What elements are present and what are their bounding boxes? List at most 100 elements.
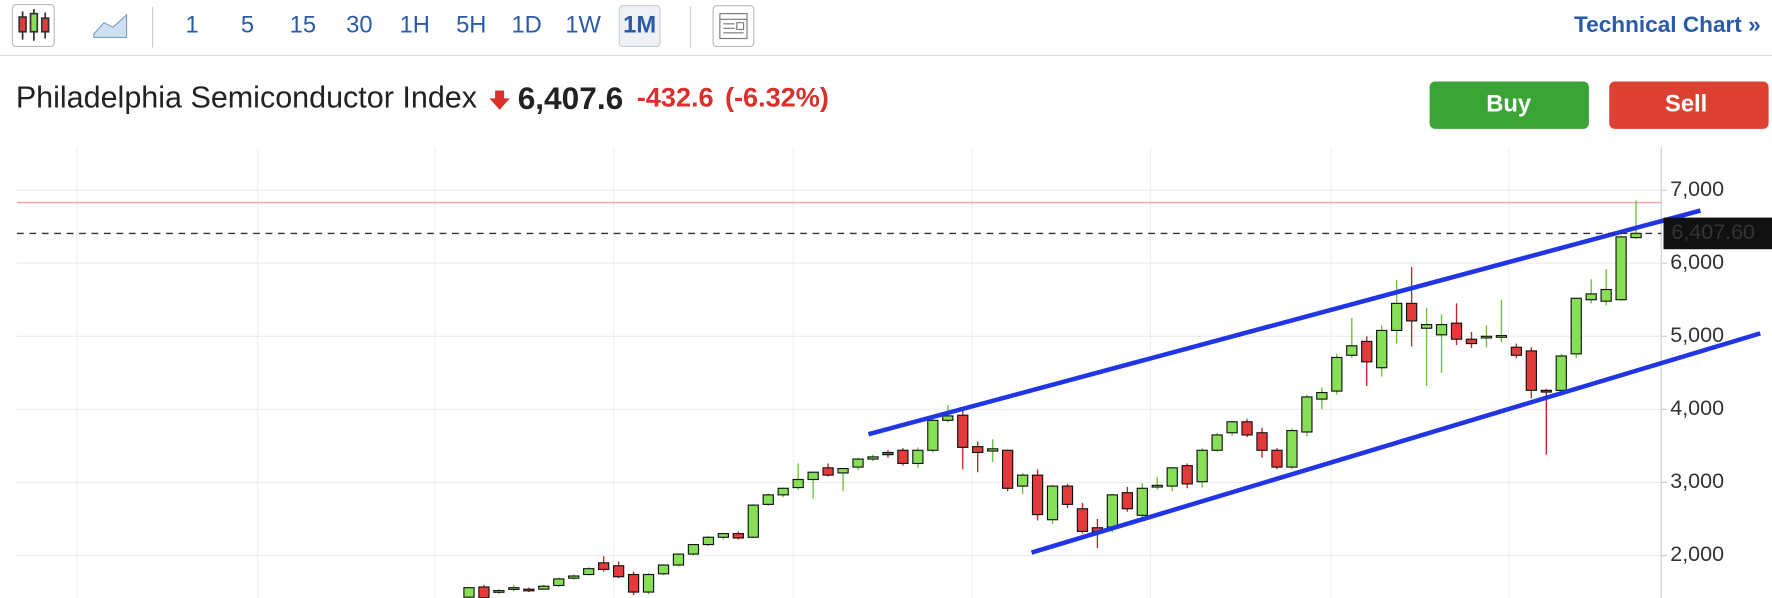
candle-body <box>1510 346 1523 356</box>
candle-body <box>612 565 625 578</box>
candle-body <box>672 553 685 566</box>
trend-line <box>1030 331 1761 555</box>
candle-body <box>1331 356 1343 392</box>
candle-body <box>777 487 789 496</box>
last-price-box <box>1663 217 1772 250</box>
candle-body <box>1136 487 1148 516</box>
interval-button[interactable]: 1M <box>623 12 656 38</box>
interval-button[interactable]: 1H <box>400 12 430 38</box>
candle-body <box>1061 485 1074 505</box>
y-tick-label: 5,000 <box>1670 323 1724 347</box>
sell-button[interactable] <box>1609 81 1769 129</box>
candle-body <box>627 573 640 593</box>
candle-body <box>1076 508 1089 532</box>
candle-body <box>538 585 550 590</box>
candle-body <box>927 419 939 451</box>
chart-type-area[interactable] <box>93 13 128 38</box>
interval-button[interactable]: 5H <box>456 12 486 38</box>
candle-body <box>1450 322 1463 340</box>
plot: 2,000 3,000 4,000 5,000 6,000 7,000 6,407.60 <box>16 177 1772 598</box>
price-change: -432.6 <box>637 82 714 113</box>
candle-body <box>1046 485 1059 521</box>
interval-button[interactable]: 5 <box>241 12 254 38</box>
candle-body <box>478 586 490 598</box>
candle-body <box>1570 297 1582 355</box>
candle-body <box>657 564 670 575</box>
candle-body <box>1585 293 1597 301</box>
candle-body <box>852 458 864 468</box>
trend-line <box>867 208 1701 437</box>
candle-body <box>1376 329 1388 369</box>
interval-button[interactable]: 1D <box>511 12 541 38</box>
candle-body <box>747 504 759 538</box>
candle-body <box>523 588 535 592</box>
candle-body <box>493 590 505 593</box>
interval-button[interactable]: 30 <box>346 12 372 38</box>
interval-button[interactable]: 1 <box>186 12 199 38</box>
candle-body <box>1226 421 1238 434</box>
candle-body <box>762 494 774 505</box>
candle-body <box>1211 434 1223 451</box>
candle-body <box>1555 355 1567 391</box>
candle-body <box>1196 449 1208 483</box>
candle-body <box>867 456 879 460</box>
candle-body <box>987 448 999 452</box>
candle-body <box>687 543 700 555</box>
candle-body <box>972 446 984 454</box>
candle-body <box>1286 429 1298 468</box>
candle-body <box>822 467 834 476</box>
candle-body <box>1031 474 1044 516</box>
candle-body <box>1001 449 1014 489</box>
instrument-name: Philadelphia Semiconductor Index <box>16 81 477 115</box>
technical-chart-link[interactable]: Technical Chart » <box>1574 12 1761 37</box>
candle-body <box>598 562 610 570</box>
y-tick-label: 3,000 <box>1670 469 1724 493</box>
candle-body <box>1301 396 1313 433</box>
candle-body <box>837 467 849 474</box>
candle-body <box>1256 432 1268 451</box>
candle-body <box>1241 421 1253 436</box>
candle-body <box>1271 449 1283 468</box>
candle-body <box>912 449 924 465</box>
candle-body <box>1495 334 1508 338</box>
candle-body <box>1106 494 1119 528</box>
candle-body <box>1405 302 1418 322</box>
candle-body <box>1480 335 1493 339</box>
active-interval-bg <box>618 5 661 47</box>
candle-body <box>882 451 894 456</box>
interval-button[interactable]: 15 <box>290 12 316 38</box>
candle-body <box>1016 474 1029 487</box>
candle-body <box>807 471 819 481</box>
candle-body <box>463 587 475 598</box>
candle-body <box>1420 324 1433 329</box>
candle-body <box>1361 340 1373 363</box>
candle-body <box>1465 338 1478 345</box>
candle-body <box>1166 467 1178 487</box>
candle-body <box>1121 492 1133 510</box>
y-tick-label: 6,000 <box>1670 250 1724 274</box>
candle-body <box>717 533 730 538</box>
down-arrow <box>489 90 510 110</box>
last-price-label: 6,407.60 <box>1671 220 1755 244</box>
buy-label[interactable]: Buy <box>1486 91 1532 117</box>
candle-body <box>642 573 655 593</box>
candle-body <box>1525 350 1537 391</box>
layout-icon <box>719 13 748 40</box>
candle-body <box>942 415 954 421</box>
candle-body <box>1600 288 1612 302</box>
y-tick-label: 7,000 <box>1670 177 1724 201</box>
interval-button[interactable]: 1W <box>565 12 601 38</box>
candle-body <box>1181 465 1193 485</box>
candle-body <box>568 575 580 579</box>
buy-button[interactable] <box>1429 81 1589 129</box>
toolbar: Technical Chart » <box>11 4 1761 48</box>
candle-body <box>553 578 565 587</box>
candle-body <box>957 414 969 448</box>
candle-body <box>583 568 595 576</box>
candle-body <box>702 536 715 546</box>
layout-button[interactable] <box>712 5 755 47</box>
price-change-pct: (-6.32%) <box>725 82 829 113</box>
candles-icon <box>18 9 50 41</box>
candle-body <box>1391 302 1403 332</box>
sell-label[interactable]: Sell <box>1665 91 1707 117</box>
